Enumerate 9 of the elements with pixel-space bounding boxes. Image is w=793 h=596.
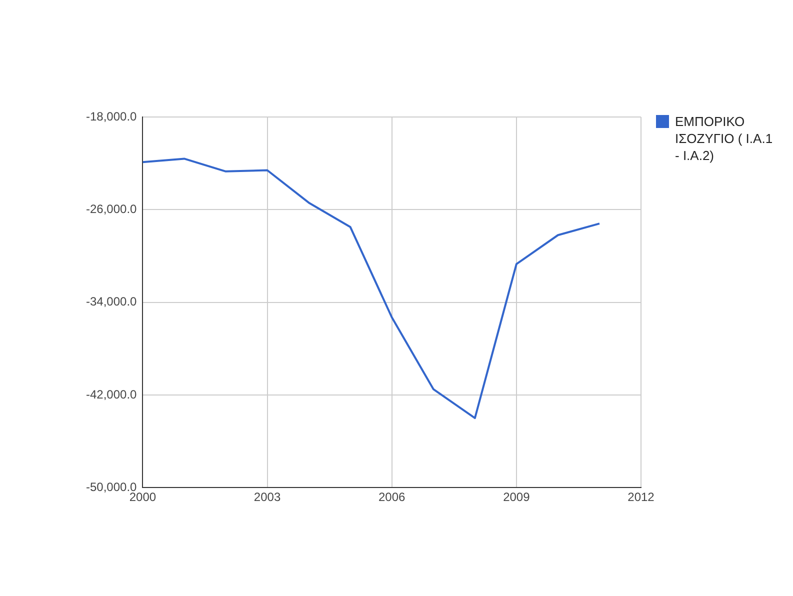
- y-tick-label: -26,000.0: [86, 202, 138, 216]
- x-tick-label: 2012: [628, 490, 655, 504]
- y-tick-label: -42,000.0: [86, 387, 138, 402]
- x-tick-label: 2006: [378, 490, 406, 504]
- x-tick-label: 2003: [254, 490, 281, 504]
- y-tick-label: -18,000.0: [86, 109, 138, 124]
- legend-label: ΕΜΠΟΡΙΚΟ ΙΣΟΖΥΓΙΟ ( I.A.1 - I.A.2): [675, 113, 774, 164]
- x-tick-label: 2009: [503, 490, 530, 504]
- y-tick-label: -34,000.0: [86, 294, 138, 309]
